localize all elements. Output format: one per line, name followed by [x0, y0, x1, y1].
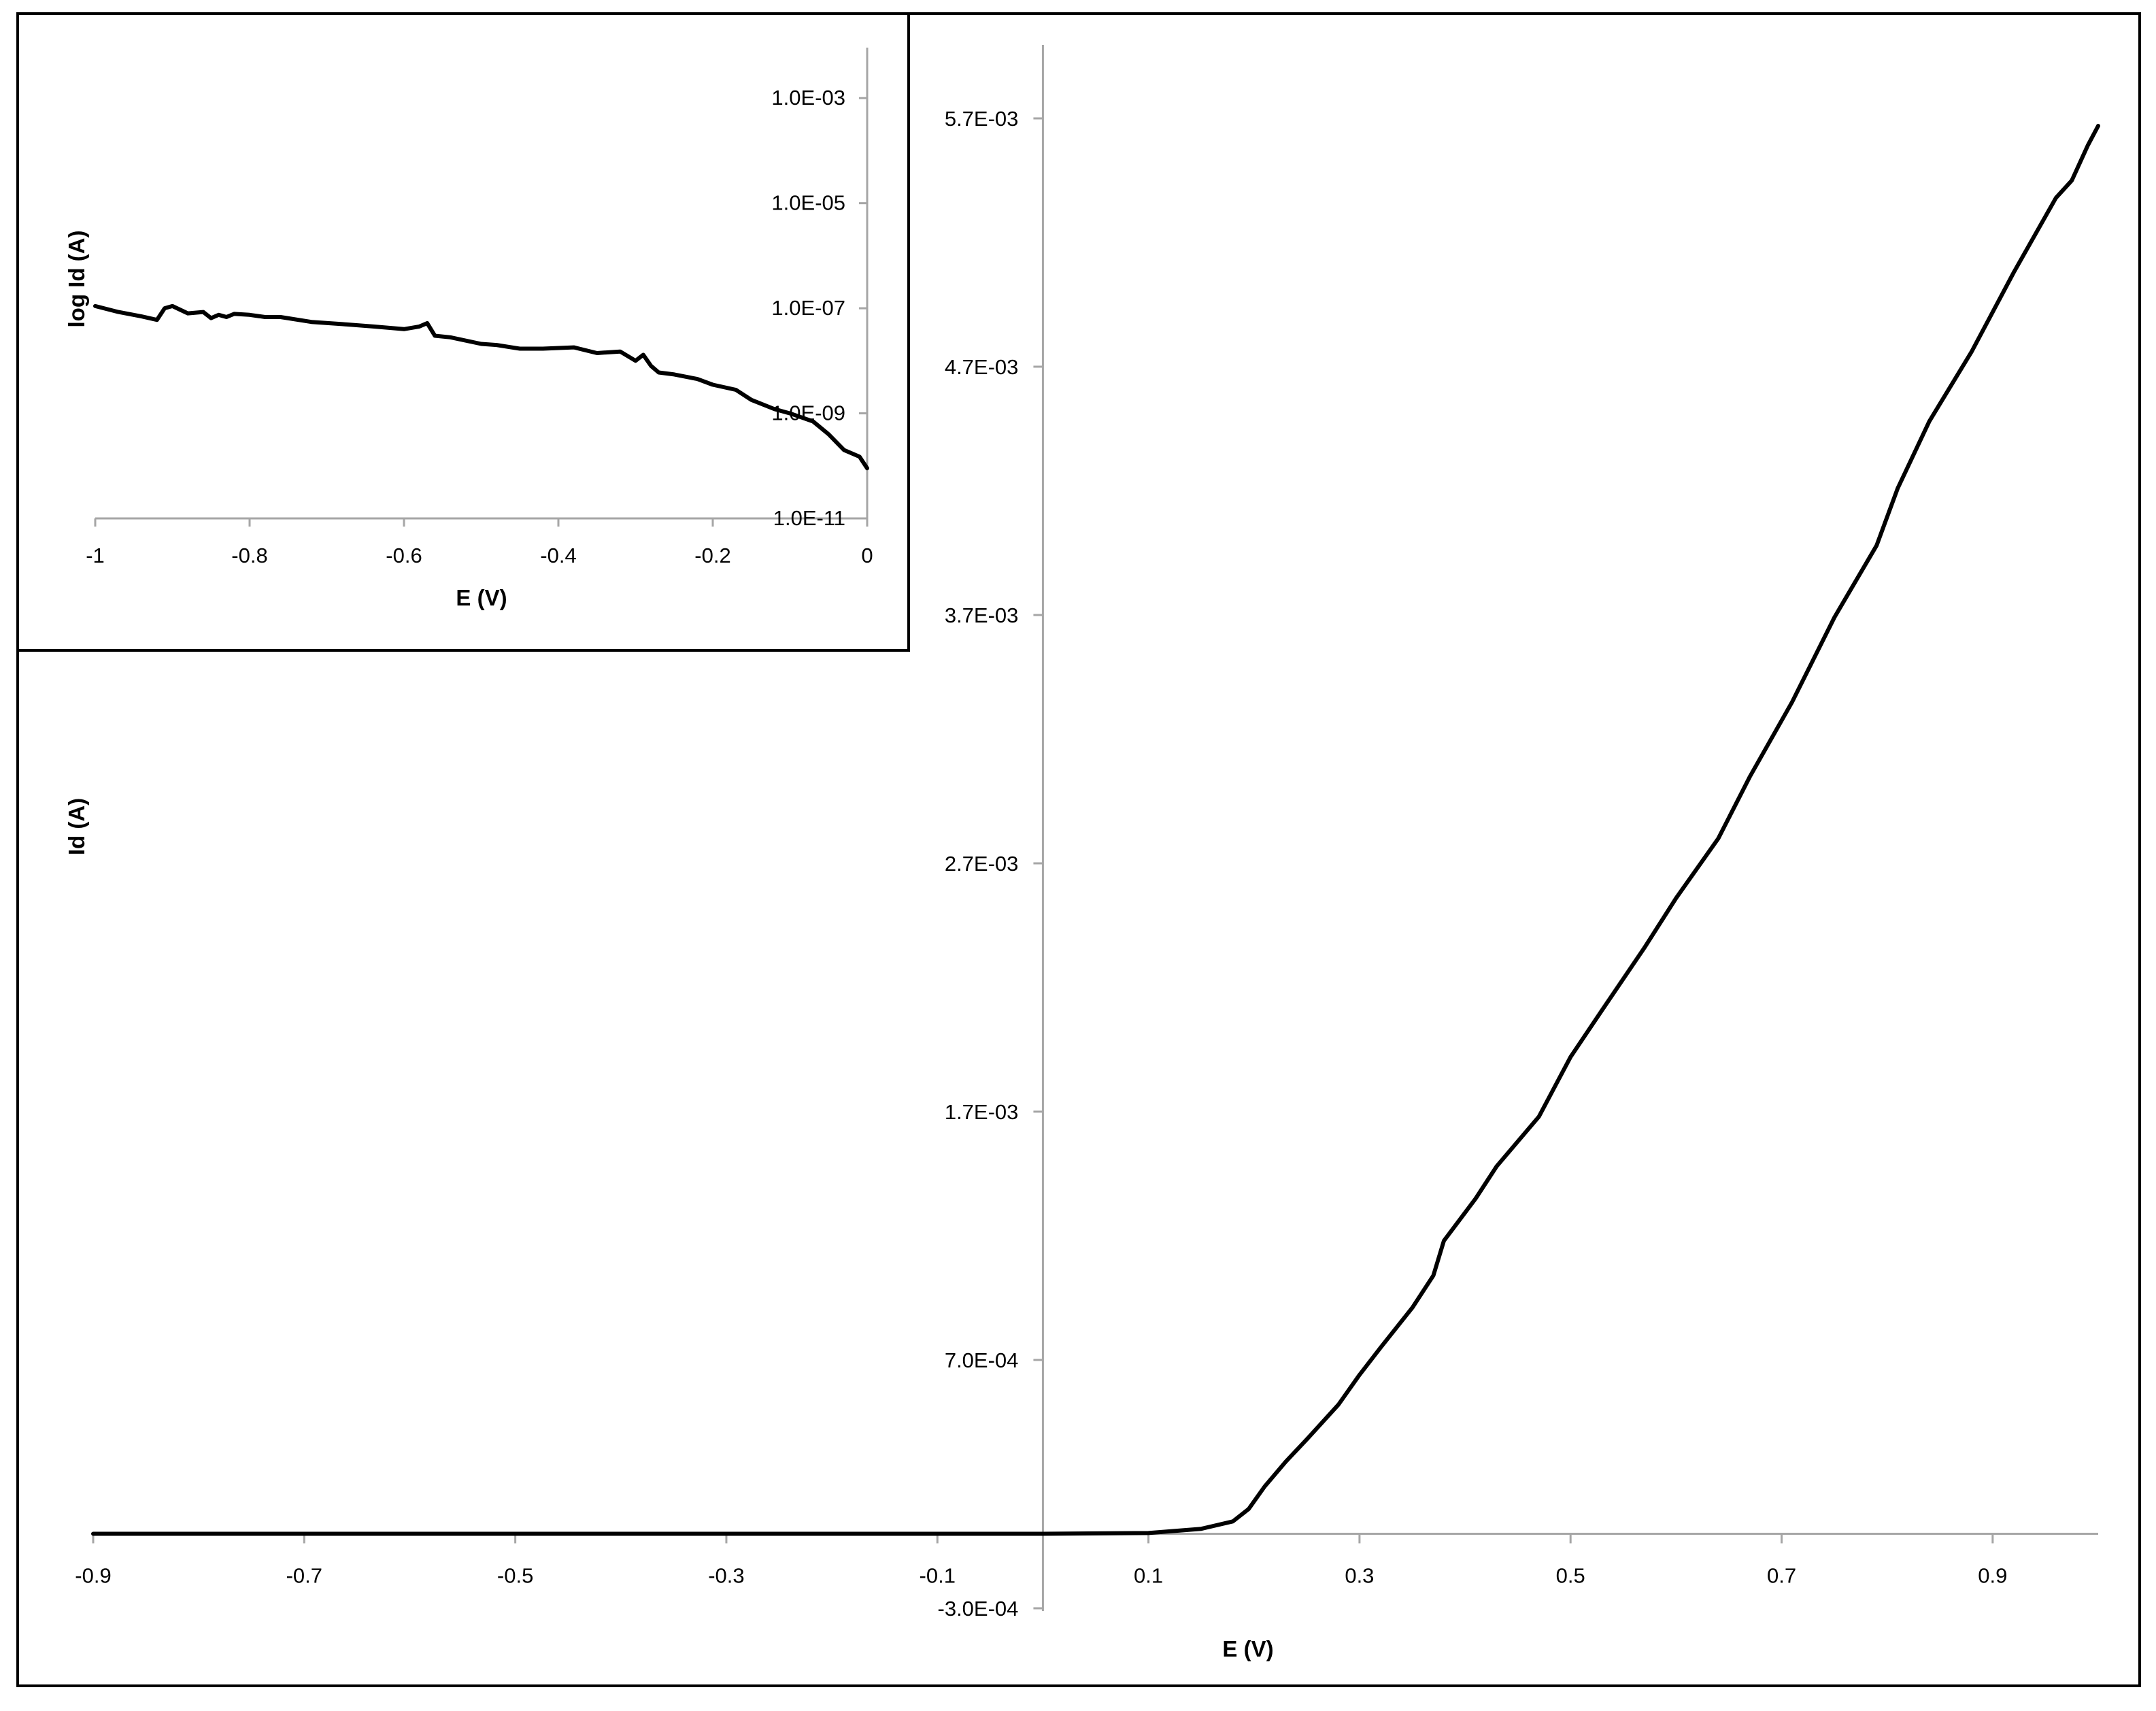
main-y-tick-label: 1.7E-03	[945, 1100, 1019, 1124]
main-x-ticks: -0.9 -0.7 -0.5 -0.3 -0.1 0.1 0.3 0.5 0.7 0.9	[75, 1533, 2007, 1588]
inset-x-tick-label: -0.4	[540, 544, 576, 567]
main-y-tick-label: -3.0E-04	[938, 1597, 1019, 1621]
inset-x-tick-label: -0.6	[386, 544, 422, 567]
inset-x-ticks: -1 -0.8 -0.6 -0.4 -0.2 0	[86, 518, 873, 567]
main-y-axis-title: Id (A)	[64, 798, 89, 855]
inset-x-tick-label: -0.8	[231, 544, 267, 567]
inset-x-tick-label: 0	[861, 544, 873, 567]
main-x-tick-label: -0.1	[920, 1564, 956, 1588]
main-x-tick-label: -0.3	[708, 1564, 744, 1588]
main-x-axis-title: E (V)	[1222, 1636, 1273, 1661]
main-x-tick-label: -0.9	[75, 1564, 111, 1588]
main-x-tick-label: -0.7	[286, 1564, 322, 1588]
main-y-tick-label: 2.7E-03	[945, 852, 1019, 876]
inset-x-tick-label: -0.2	[694, 544, 730, 567]
main-y-tick-label: 3.7E-03	[945, 603, 1019, 627]
inset-y-tick-label: 1.0E-05	[771, 191, 845, 215]
main-x-tick-label: 0.3	[1345, 1564, 1374, 1588]
main-x-tick-label: 0.7	[1767, 1564, 1796, 1588]
inset-y-tick-label: 1.0E-11	[773, 506, 845, 530]
main-x-tick-label: -0.5	[497, 1564, 533, 1588]
inset-y-axis-title: log Id (A)	[64, 231, 89, 328]
inset-y-tick-label: 1.0E-07	[771, 296, 845, 320]
inset-x-tick-label: -1	[86, 544, 105, 567]
inset-y-tick-label: 1.0E-03	[771, 86, 845, 110]
inset-frame	[16, 12, 910, 652]
main-x-tick-label: 0.5	[1556, 1564, 1585, 1588]
main-x-tick-label: 0.9	[1978, 1564, 2007, 1588]
inset-series-line	[93, 303, 869, 471]
inset-chart: -1 -0.8 -0.6 -0.4 -0.2 0 1.0E-111.0E-091.0E-0…	[16, 12, 910, 652]
main-y-tick-label: 7.0E-04	[945, 1348, 1019, 1372]
main-series-line	[91, 124, 2100, 1536]
main-y-ticks: -3.0E-04 7.0E-04 1.7E-03 2.7E-03 3.7E-03 4.7E…	[938, 107, 1043, 1621]
outer-frame	[16, 12, 2141, 1687]
main-y-tick-label: 4.7E-03	[945, 355, 1019, 379]
main-y-tick-label: 5.7E-03	[945, 107, 1019, 131]
main-x-tick-label: 0.1	[1134, 1564, 1163, 1588]
inset-x-axis-title: E (V)	[456, 585, 507, 610]
main-chart: -0.9 -0.7 -0.5 -0.3 -0.1 0.1 0.3 0.5 0.7 0.9 -3.0…	[64, 45, 2100, 1661]
